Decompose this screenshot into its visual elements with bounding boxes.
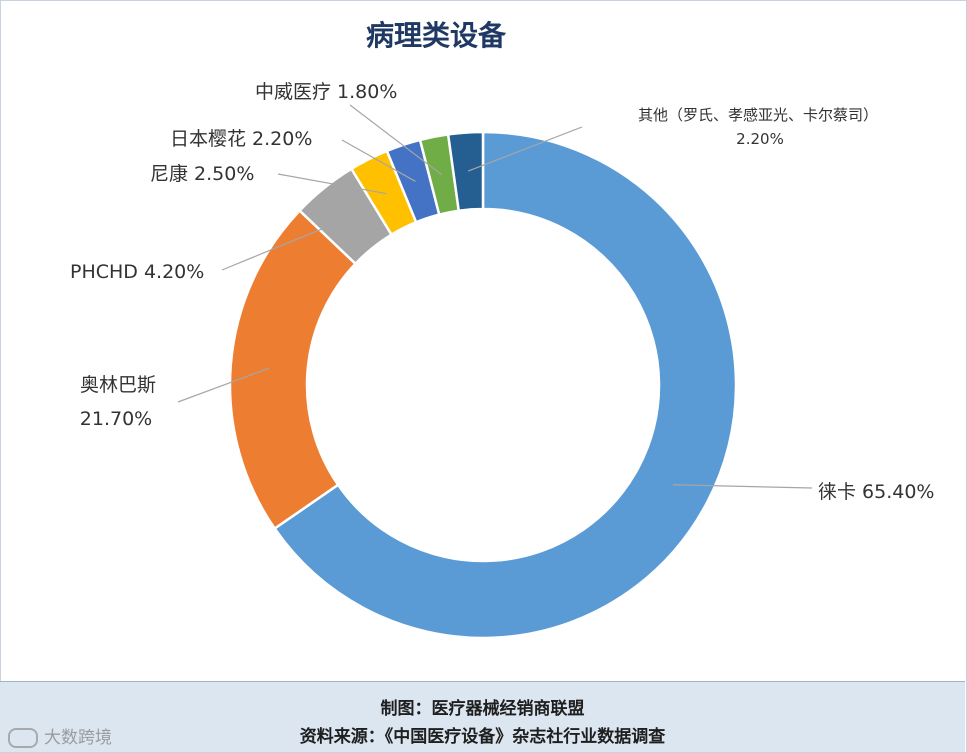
leader-sakura	[341, 139, 416, 182]
footer-banner: 制图：医疗器械经销商联盟 资料来源：《中国医疗设备》杂志社行业数据调查	[0, 681, 965, 752]
label-nikon: 尼康 2.50%	[150, 163, 254, 185]
leader-nikon	[277, 173, 387, 195]
slice-leica	[272, 130, 738, 640]
leader-leica	[672, 484, 813, 489]
label-others-value: 2.20%	[736, 130, 784, 148]
watermark-logo-icon	[8, 728, 38, 748]
leader-zhongwei	[349, 104, 442, 176]
chart-title: 病理类设备	[365, 19, 506, 52]
donut-chart: 徕卡 65.40% 奥林巴斯 21.70% PHCHD 4.20% 尼康 2.5…	[70, 81, 935, 640]
label-phchd: PHCHD 4.20%	[70, 261, 204, 283]
slice-others	[446, 130, 485, 213]
slice-olympus	[228, 208, 358, 531]
watermark: 大数跨境	[8, 723, 112, 748]
label-others-name: 其他（罗氏、孝感亚光、卡尔蔡司）	[638, 106, 878, 124]
label-olympus-value: 21.70%	[80, 408, 152, 430]
footer-source: 资料来源：《中国医疗设备》杂志社行业数据调查	[299, 727, 666, 747]
label-olympus-name: 奥林巴斯	[80, 374, 156, 396]
leader-phchd	[221, 217, 349, 271]
leader-others	[467, 126, 583, 172]
label-leica: 徕卡 65.40%	[818, 481, 935, 503]
footer-credit: 制图：医疗器械经销商联盟	[380, 699, 585, 719]
leader-olympus	[177, 367, 270, 403]
watermark-text: 大数跨境	[44, 728, 112, 748]
label-sakura: 日本樱花 2.20%	[170, 128, 312, 150]
label-zhongwei: 中威医疗 1.80%	[255, 81, 397, 103]
